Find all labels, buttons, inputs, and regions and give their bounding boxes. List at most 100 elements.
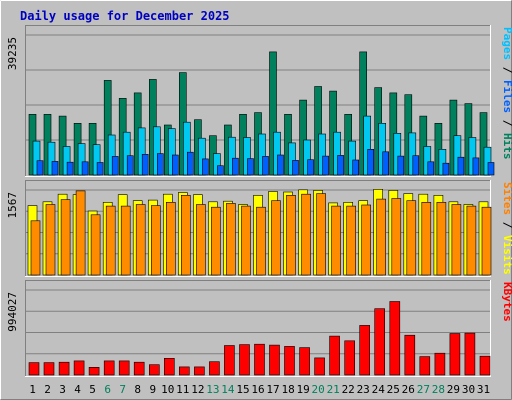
bar: [271, 200, 281, 276]
x-tick-label: 9: [149, 383, 156, 396]
bar: [438, 149, 447, 176]
bar: [468, 137, 477, 176]
x-tick-label: 24: [372, 383, 386, 396]
bar: [391, 198, 402, 276]
bar: [487, 162, 495, 176]
bar: [346, 205, 357, 276]
bar: [187, 151, 194, 176]
x-tick-label: 13: [206, 383, 219, 396]
bar: [301, 193, 311, 276]
bar: [352, 159, 360, 176]
x-tick-label: 31: [477, 383, 490, 396]
bar: [344, 340, 356, 376]
bar: [419, 115, 428, 176]
legend-entry: Sites: [501, 182, 512, 215]
series-files: [32, 115, 492, 176]
bar: [404, 334, 416, 376]
bar: [374, 308, 386, 376]
bar: [232, 157, 239, 176]
bar: [258, 133, 266, 176]
bar: [194, 366, 205, 376]
x-tick-label: 26: [402, 383, 415, 396]
legend-entry: Files: [501, 80, 512, 113]
bar: [60, 199, 71, 276]
bar: [157, 153, 164, 176]
bar: [58, 361, 70, 376]
bar: [329, 335, 340, 376]
bar: [262, 156, 269, 176]
bar: [88, 366, 100, 376]
bar: [168, 128, 176, 176]
x-tick-label: 18: [281, 383, 294, 396]
bar: [32, 140, 41, 176]
y-max-label: 39235: [6, 37, 19, 70]
bar: [254, 343, 265, 376]
bar: [479, 112, 488, 176]
bar: [247, 158, 254, 176]
bar: [393, 133, 402, 176]
bar: [427, 161, 435, 176]
y-max-label: 994027: [6, 292, 19, 332]
bar: [66, 161, 74, 176]
bar: [292, 160, 299, 176]
bar: [118, 360, 130, 376]
bar: [239, 344, 250, 376]
legend-separator: /: [501, 60, 512, 80]
series-pages: [36, 149, 495, 176]
bar: [77, 143, 86, 176]
bar: [43, 362, 55, 376]
bar: [62, 146, 71, 176]
bar: [96, 162, 104, 176]
bar: [151, 205, 161, 276]
panel-hits: 39235 Pages / Files / Hits: [6, 25, 512, 177]
bar: [363, 115, 372, 176]
bar: [166, 202, 176, 276]
bar: [149, 364, 160, 376]
bar: [299, 347, 310, 376]
bar: [153, 126, 161, 176]
bar: [359, 325, 371, 376]
x-tick-label: 11: [176, 383, 189, 396]
bar: [314, 86, 322, 176]
bar: [286, 195, 296, 276]
bar: [361, 204, 372, 276]
legend-entry: Pages: [501, 27, 512, 60]
bar: [449, 333, 461, 376]
chart-panels: 39235 Pages / Files / Hits 1567 Sites / Vis…: [6, 25, 512, 377]
bar: [472, 157, 480, 176]
x-tick-label: 6: [104, 383, 111, 396]
bar: [269, 344, 280, 376]
bar: [81, 161, 89, 176]
x-tick-label: 21: [327, 383, 340, 396]
x-tick-label: 5: [89, 383, 96, 396]
bar: [436, 202, 447, 276]
x-tick-label: 10: [161, 383, 174, 396]
x-tick-label: 29: [447, 383, 460, 396]
legend-visits: Sites / Visits: [501, 182, 512, 275]
bar: [421, 202, 432, 276]
bar: [202, 158, 209, 176]
x-tick-label: 30: [462, 383, 475, 396]
bar: [367, 149, 375, 176]
x-tick-label: 23: [357, 383, 370, 396]
bar: [243, 137, 251, 176]
legend-hits: Pages / Files / Hits: [501, 27, 512, 160]
bar: [451, 204, 462, 276]
bar: [479, 355, 491, 376]
bar: [183, 121, 191, 176]
x-tick-label: 17: [266, 383, 279, 396]
x-tick-label: 27: [417, 383, 430, 396]
x-tick-label: 22: [342, 383, 355, 396]
bar: [224, 345, 235, 376]
bar: [103, 360, 115, 376]
bar: [389, 301, 401, 376]
bar: [228, 136, 236, 176]
bar: [226, 203, 236, 276]
bar: [434, 352, 446, 376]
bar: [288, 142, 296, 176]
series-kbytes: [28, 301, 491, 376]
bar: [241, 205, 251, 276]
x-tick-label: 25: [387, 383, 400, 396]
x-tick-label: 15: [236, 383, 249, 396]
bar: [419, 356, 431, 376]
